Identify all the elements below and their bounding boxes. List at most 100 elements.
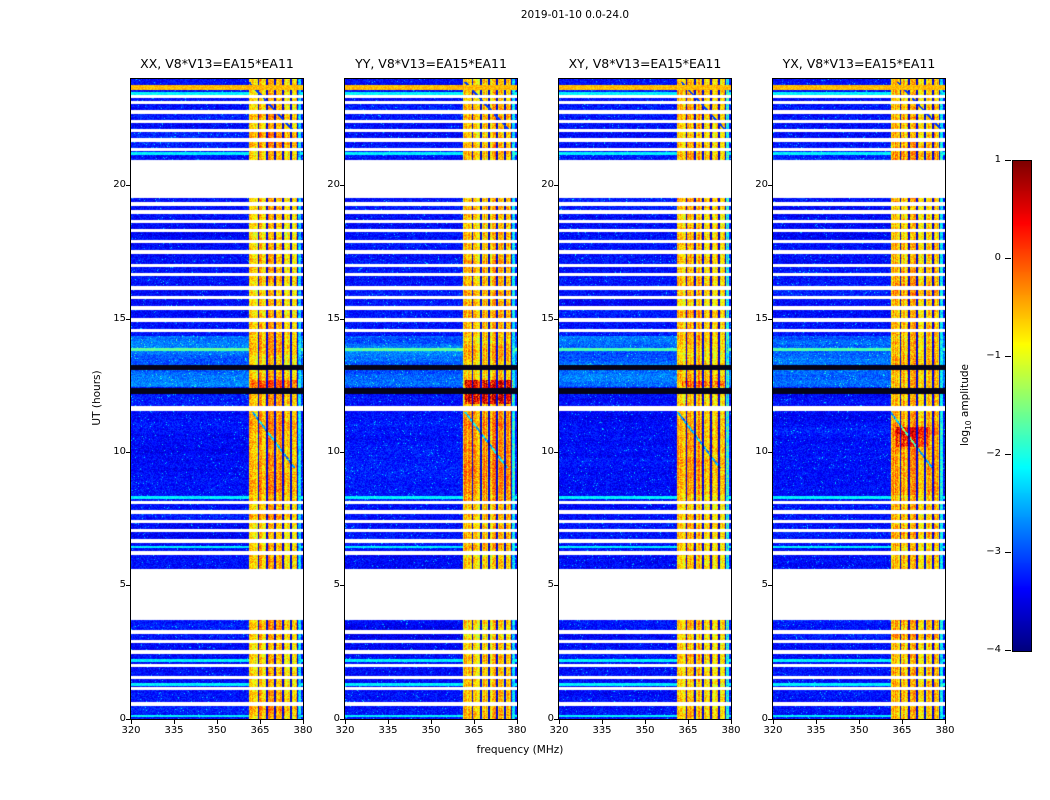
colorbar-tick-label: 1 (994, 153, 1001, 165)
y-tick-mark (340, 185, 344, 187)
y-tick-mark (554, 318, 558, 320)
y-tick-label: 15 (327, 312, 340, 324)
x-tick-mark (173, 720, 175, 724)
x-tick-mark (558, 720, 560, 724)
x-tick-mark (387, 720, 389, 724)
x-tick-mark (216, 720, 218, 724)
y-tick-label: 10 (541, 445, 554, 457)
y-tick-label: 15 (113, 312, 126, 324)
colorbar-tick-mark (1005, 159, 1011, 161)
x-tick-mark (430, 720, 432, 724)
y-tick-label: 20 (327, 179, 340, 191)
x-tick-label: 365 (464, 725, 484, 736)
x-tick-mark (130, 720, 132, 724)
x-tick-label: 365 (892, 725, 912, 736)
colorbar-label-suffix: amplitude (958, 364, 971, 421)
colorbar-tick-label: 0 (994, 251, 1001, 263)
y-tick-mark (126, 718, 130, 720)
y-tick-label: 0 (761, 712, 768, 724)
x-tick-mark (944, 720, 946, 724)
y-tick-mark (340, 451, 344, 453)
x-tick-label: 320 (763, 725, 783, 736)
y-tick-label: 10 (113, 445, 126, 457)
y-tick-label: 20 (541, 179, 554, 191)
x-tick-mark (516, 720, 518, 724)
x-tick-mark (302, 720, 304, 724)
y-tick-label: 0 (547, 712, 554, 724)
x-tick-mark (901, 720, 903, 724)
x-tick-label: 365 (678, 725, 698, 736)
y-tick-label: 5 (119, 579, 126, 591)
x-tick-label: 350 (849, 725, 869, 736)
y-tick-label: 0 (333, 712, 340, 724)
colorbar-tick-mark (1005, 355, 1011, 357)
y-tick-label: 15 (541, 312, 554, 324)
x-tick-label: 350 (635, 725, 655, 736)
x-tick-label: 320 (549, 725, 569, 736)
colorbar-gradient (1013, 161, 1031, 651)
panel-xy: 320 335 350 365 380 0 5 10 15 20 (541, 78, 741, 736)
panel-title-xx: XX, V8*V13=EA15*EA11 (140, 56, 294, 71)
y-tick-mark (340, 585, 344, 587)
x-tick-label: 350 (207, 725, 227, 736)
x-tick-label: 350 (421, 725, 441, 736)
y-tick-mark (126, 185, 130, 187)
y-tick-label: 15 (755, 312, 768, 324)
panel-title-yy: YY, V8*V13=EA15*EA11 (355, 56, 507, 71)
y-tick-mark (126, 451, 130, 453)
panel-yx: 320 335 350 365 380 0 5 10 15 20 (755, 78, 955, 736)
colorbar-tick-mark (1005, 453, 1011, 455)
colorbar (1012, 160, 1032, 652)
colorbar-tick-mark (1005, 551, 1011, 553)
x-axis-label: frequency (MHz) (476, 744, 564, 756)
y-tick-mark (768, 185, 772, 187)
heatmap-canvas-xy (559, 79, 731, 719)
x-tick-mark (730, 720, 732, 724)
colorbar-tick-label: −2 (986, 447, 1001, 459)
heatmap-canvas-yy (345, 79, 517, 719)
panel-title-xy: XY, V8*V13=EA15*EA11 (568, 56, 722, 71)
figure-title: 2019-01-10 0.0-24.0 (520, 9, 630, 21)
heatmap-canvas-xx (131, 79, 303, 719)
x-tick-label: 335 (592, 725, 612, 736)
panel-yy: 320 335 350 365 380 0 5 10 15 20 (327, 78, 527, 736)
y-tick-mark (768, 451, 772, 453)
colorbar-tick-label: −3 (986, 545, 1001, 557)
x-tick-label: 380 (935, 725, 955, 736)
x-tick-label: 380 (507, 725, 527, 736)
x-tick-label: 335 (378, 725, 398, 736)
x-tick-label: 380 (721, 725, 741, 736)
x-tick-mark (815, 720, 817, 724)
x-tick-label: 335 (806, 725, 826, 736)
x-tick-label: 320 (121, 725, 141, 736)
x-tick-mark (473, 720, 475, 724)
y-tick-label: 10 (755, 445, 768, 457)
y-tick-mark (768, 585, 772, 587)
x-tick-label: 320 (335, 725, 355, 736)
y-tick-mark (554, 585, 558, 587)
y-tick-mark (126, 318, 130, 320)
x-tick-mark (644, 720, 646, 724)
y-axis-label: UT (hours) (91, 370, 103, 426)
y-tick-mark (126, 585, 130, 587)
colorbar-tick-label: −1 (986, 349, 1001, 361)
y-tick-mark (554, 185, 558, 187)
x-tick-mark (858, 720, 860, 724)
y-tick-mark (768, 318, 772, 320)
panel-title-yx: YX, V8*V13=EA15*EA11 (782, 56, 936, 71)
y-tick-label: 5 (547, 579, 554, 591)
x-tick-label: 335 (164, 725, 184, 736)
x-tick-mark (601, 720, 603, 724)
y-tick-mark (768, 718, 772, 720)
y-tick-mark (554, 451, 558, 453)
panel-xx: 320 335 350 365 380 0 5 10 15 20 (113, 78, 313, 736)
y-tick-label: 20 (113, 179, 126, 191)
y-tick-label: 5 (333, 579, 340, 591)
y-tick-label: 0 (119, 712, 126, 724)
y-tick-mark (340, 318, 344, 320)
x-tick-mark (259, 720, 261, 724)
colorbar-tick-label: −4 (986, 643, 1001, 655)
x-tick-label: 365 (250, 725, 270, 736)
x-tick-mark (344, 720, 346, 724)
